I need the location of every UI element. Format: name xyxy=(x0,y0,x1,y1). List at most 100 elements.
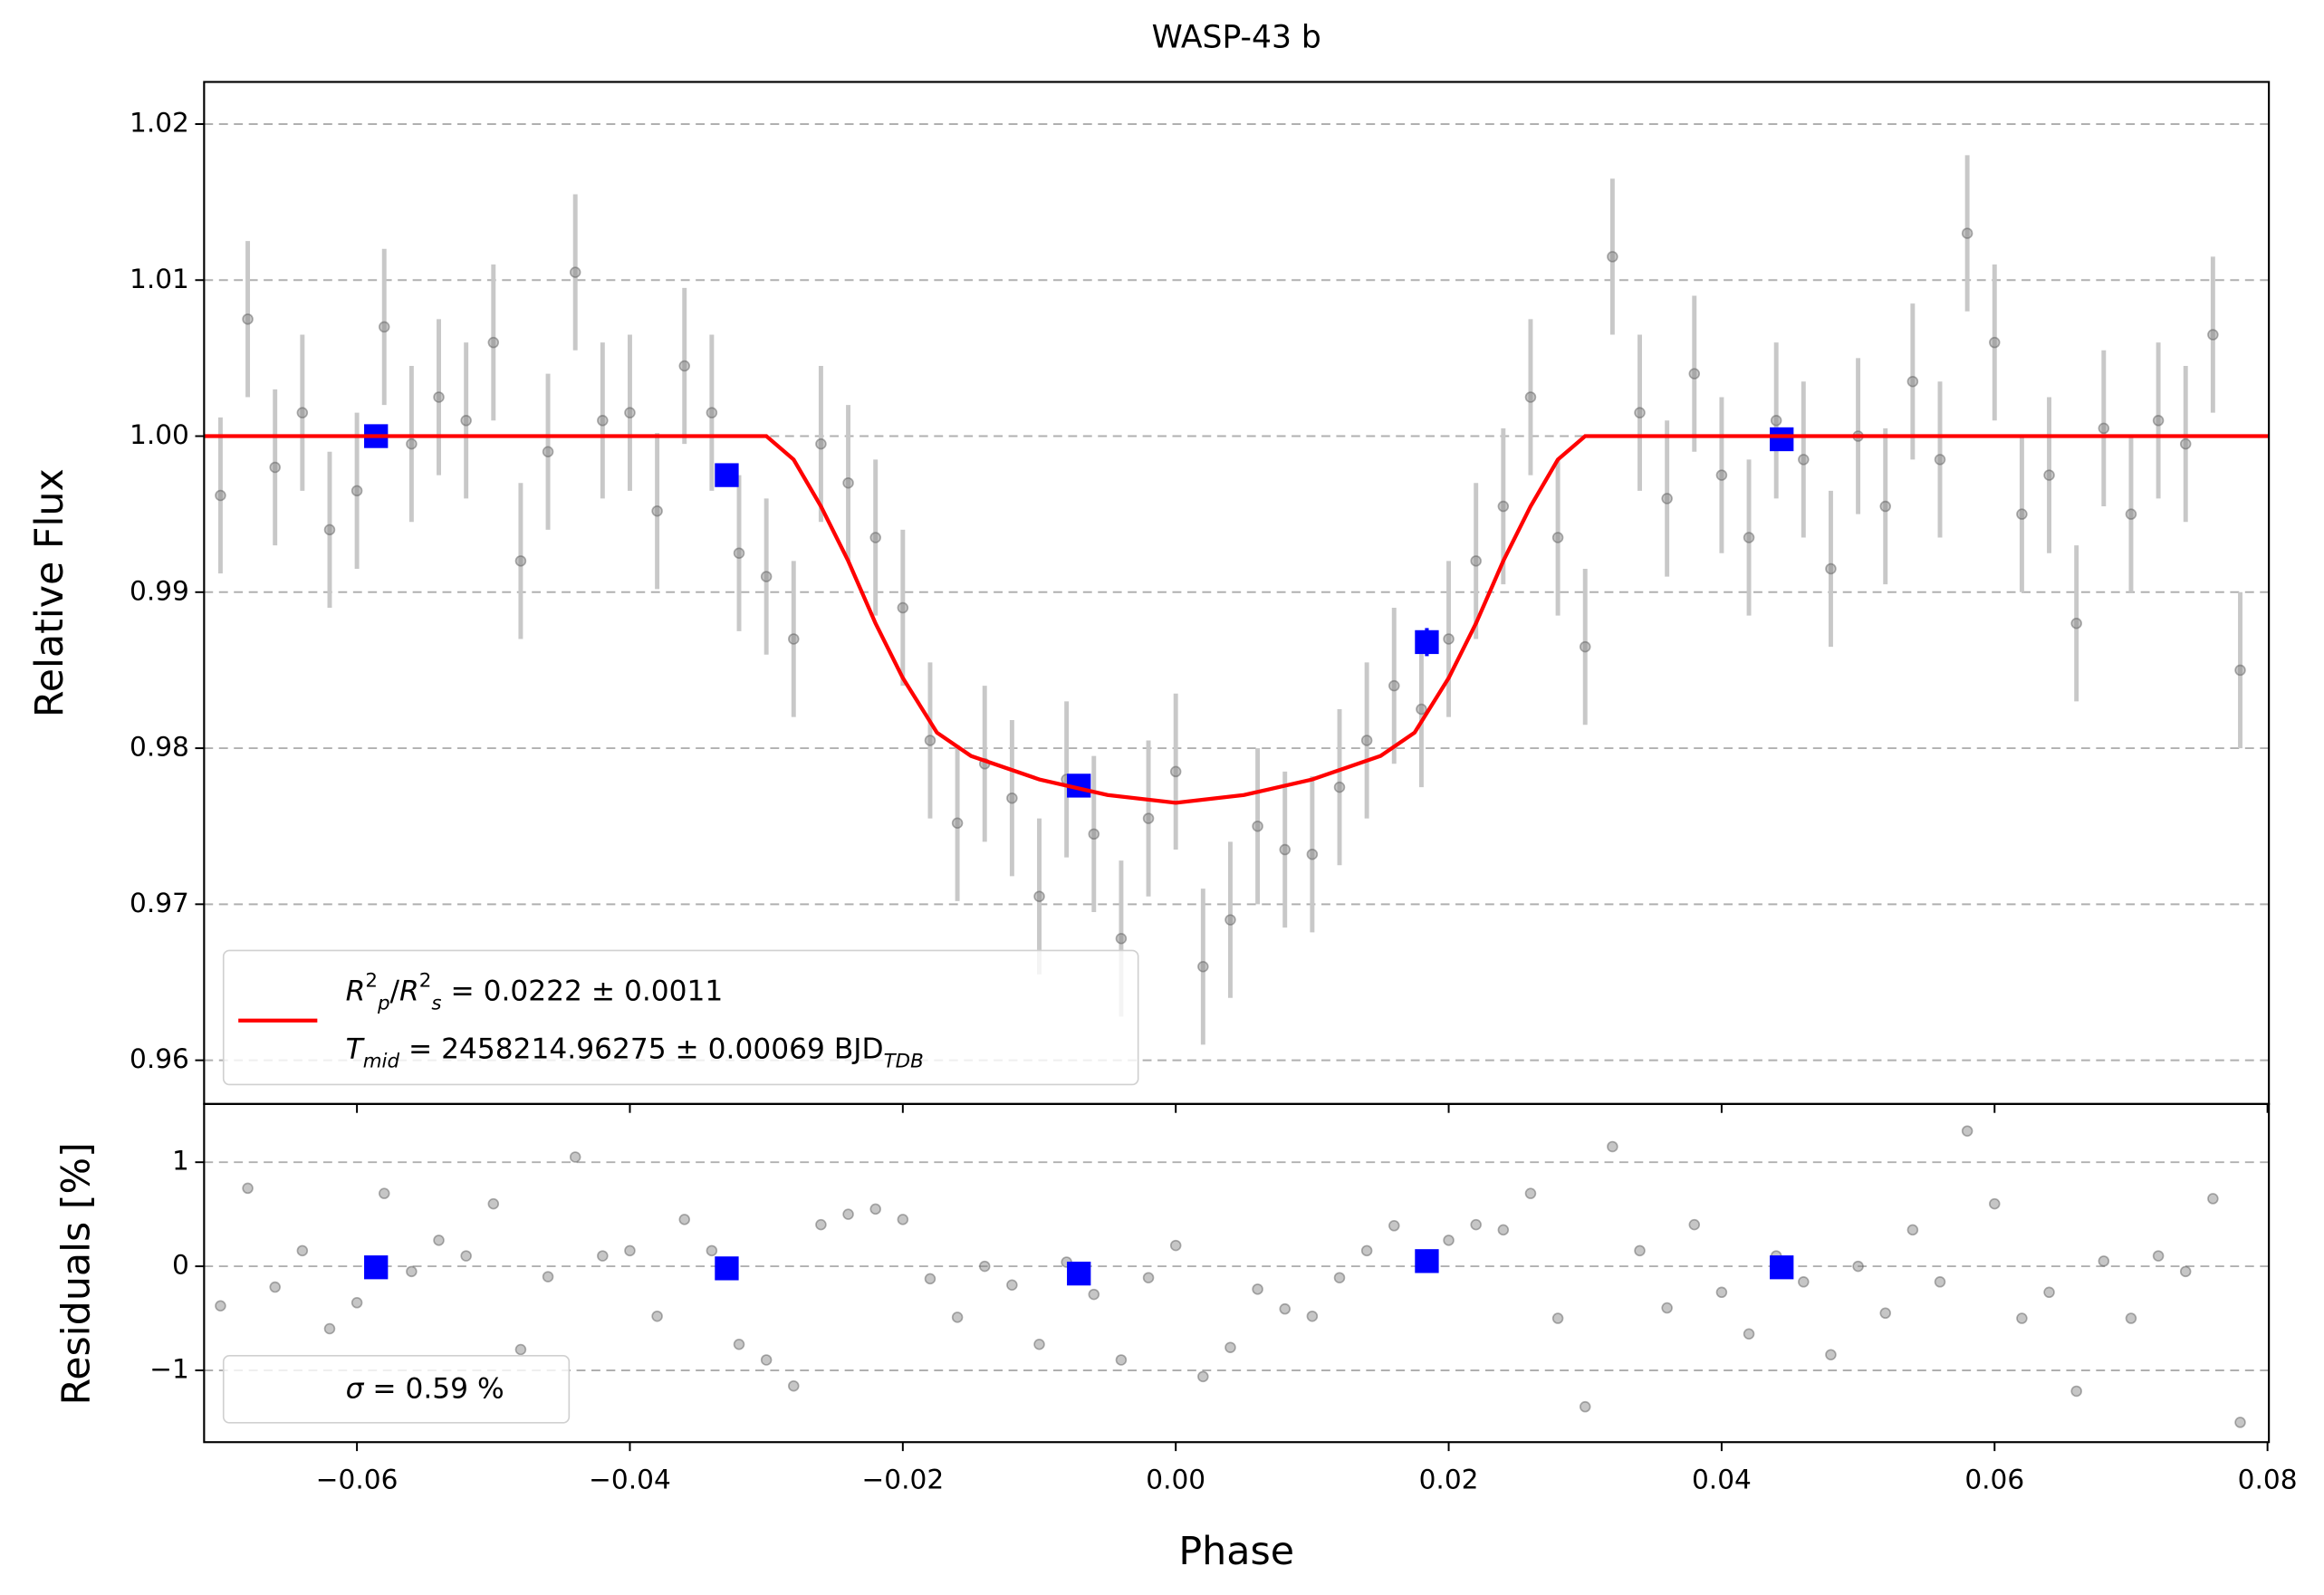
data-point xyxy=(760,571,773,582)
data-point xyxy=(1388,679,1400,692)
data-point xyxy=(569,1151,581,1163)
legend-label: σ = 0.59 % xyxy=(346,1373,504,1406)
legend-text: 2 xyxy=(365,969,378,992)
data-point xyxy=(406,1265,418,1278)
data-point xyxy=(624,1244,636,1257)
data-point xyxy=(460,1250,472,1262)
data-point xyxy=(1443,633,1455,645)
data-point xyxy=(1607,251,1618,263)
data-point xyxy=(1333,1272,1346,1283)
data-point xyxy=(1197,961,1209,973)
data-point xyxy=(1279,1302,1291,1315)
x-tick-label: −0.02 xyxy=(861,1465,944,1495)
data-point xyxy=(487,336,500,349)
plot-frame xyxy=(203,1102,2271,1444)
x-tick-label: −0.04 xyxy=(589,1465,671,1495)
data-point xyxy=(1934,454,1946,466)
legend-text: mid xyxy=(363,1050,400,1072)
data-point xyxy=(706,407,718,418)
legend-box xyxy=(222,1355,571,1424)
legend-text: p xyxy=(377,992,390,1014)
data-point xyxy=(1197,1370,1209,1383)
data-point xyxy=(2234,664,2246,677)
data-point xyxy=(1033,1338,1045,1350)
data-point xyxy=(1006,792,1018,804)
legend-text: 2 xyxy=(419,969,432,992)
data-point xyxy=(597,415,609,427)
data-point xyxy=(1961,227,1973,239)
data-point xyxy=(514,1343,527,1356)
data-point xyxy=(651,504,663,517)
binned-point xyxy=(364,1255,389,1280)
data-point xyxy=(242,1182,254,1195)
x-tick-label: −0.06 xyxy=(316,1465,399,1495)
data-point xyxy=(351,1297,363,1309)
data-point xyxy=(2070,1385,2082,1398)
data-point xyxy=(460,415,472,427)
data-point xyxy=(215,1300,226,1312)
data-point xyxy=(1470,1218,1482,1231)
data-point xyxy=(2234,1417,2246,1428)
legend-label: R2p/R2s = 0.0222 ± 0.0011 xyxy=(346,969,724,1014)
data-point xyxy=(1879,500,1891,513)
data-point xyxy=(815,437,827,450)
data-point xyxy=(1551,1312,1564,1324)
x-tick-label: 0.06 xyxy=(1964,1465,2024,1495)
data-point xyxy=(678,360,690,372)
data-point xyxy=(1360,1244,1373,1257)
legend-text: / xyxy=(390,975,400,1007)
data-point xyxy=(433,391,445,403)
data-point xyxy=(2043,1286,2055,1299)
data-point xyxy=(1306,848,1319,860)
x-tick-label: 0.04 xyxy=(1692,1465,1752,1495)
legend-text: R xyxy=(346,975,366,1007)
binned-point xyxy=(715,463,739,487)
data-point xyxy=(1524,391,1537,403)
data-point xyxy=(733,1338,745,1350)
data-point xyxy=(2016,1312,2028,1324)
data-point xyxy=(296,1244,309,1257)
data-point xyxy=(706,1244,718,1257)
data-point xyxy=(1825,1349,1837,1360)
data-point xyxy=(542,446,554,458)
data-point xyxy=(1224,914,1236,926)
data-point xyxy=(1934,1276,1946,1288)
data-point xyxy=(2098,422,2110,435)
data-point xyxy=(1443,1235,1455,1246)
binned-point xyxy=(1770,1255,1794,1280)
data-point xyxy=(1607,1140,1618,1153)
data-point xyxy=(1579,1400,1591,1413)
data-point xyxy=(788,633,800,645)
data-point xyxy=(323,1322,336,1335)
data-point xyxy=(1961,1125,1973,1137)
data-point xyxy=(406,437,418,450)
data-point xyxy=(1906,375,1919,388)
data-point xyxy=(2125,1312,2137,1324)
data-point xyxy=(1688,368,1701,380)
data-point xyxy=(924,735,936,746)
data-point xyxy=(242,313,254,325)
data-point xyxy=(1715,469,1728,481)
data-point xyxy=(269,461,281,474)
legend-text: = 0.59 % xyxy=(363,1373,504,1406)
data-point xyxy=(1579,640,1591,653)
data-point xyxy=(842,1208,854,1220)
data-point xyxy=(1879,1307,1891,1320)
data-point xyxy=(1169,1239,1182,1252)
data-point xyxy=(1142,812,1155,824)
data-point xyxy=(1115,932,1128,945)
y-tick-label: 0.96 xyxy=(130,1043,189,1074)
data-point xyxy=(1989,1197,2001,1210)
legend-text: = 0.0222 ± 0.0011 xyxy=(442,975,724,1007)
binned-point xyxy=(1067,1261,1091,1286)
data-point xyxy=(1825,562,1837,575)
data-point xyxy=(788,1379,800,1392)
data-point xyxy=(1524,1187,1537,1199)
data-point xyxy=(1388,1220,1400,1232)
data-point xyxy=(296,407,309,418)
data-point xyxy=(1470,555,1482,567)
data-point xyxy=(1033,890,1045,902)
data-point xyxy=(2152,1250,2165,1262)
data-point xyxy=(2152,415,2165,427)
